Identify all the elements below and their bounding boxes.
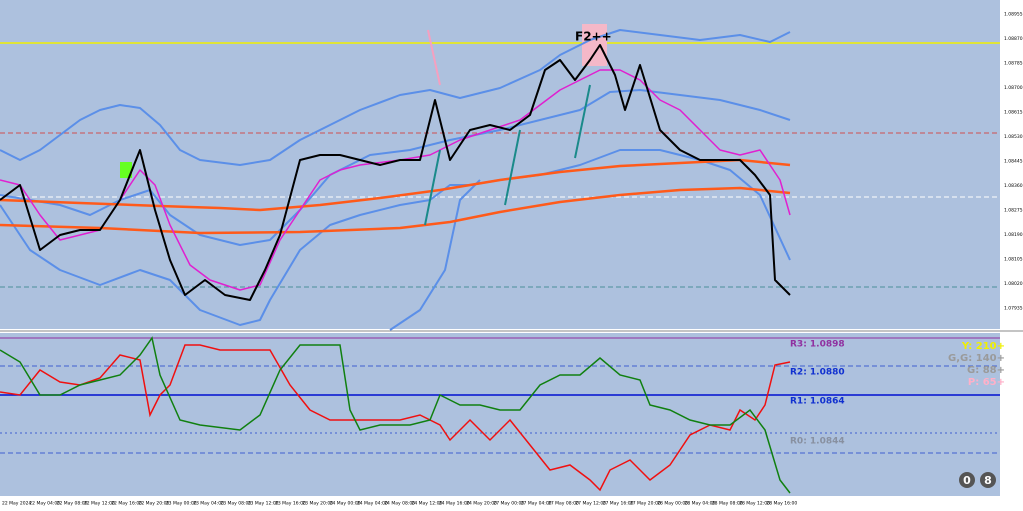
price-tick-label: 1.08360 xyxy=(1004,183,1023,189)
time-tick-label: 27 May 04:00 xyxy=(521,501,552,507)
time-tick-label: 24 May 12:00 xyxy=(412,501,443,507)
time-tick-label: 22 May 20:00 xyxy=(139,501,170,507)
time-tick-label: 27 May 20:00 xyxy=(630,501,661,507)
price-axis: 1.08955 1.08870 1.08785 1.08700 1.08615 1.085… xyxy=(1004,12,1023,312)
price-tick-label: 1.08700 xyxy=(1004,85,1023,91)
pivot-label: R0: 1.0844 xyxy=(790,437,845,447)
time-tick-label: 24 May 08:00 xyxy=(384,501,415,507)
time-tick-label: 24 May 00:00 xyxy=(330,501,361,507)
target-labels: Y: 210+ G,G: 140+ G: 88+ P: 65+ xyxy=(948,341,1005,388)
price-tick-label: 1.08785 xyxy=(1004,61,1023,67)
signal-box xyxy=(582,24,607,66)
pivot-labels: R3: 1.0898 R2: 1.0880 R1: 1.0864 R0: 1.0… xyxy=(790,340,845,447)
fast-ma xyxy=(0,69,791,291)
price-tick-label: 1.08615 xyxy=(1004,110,1023,116)
time-tick-label: 23 May 04:00 xyxy=(193,501,224,507)
signal-label: F2++ xyxy=(575,30,612,44)
time-tick-label: 23 May 00:00 xyxy=(166,501,197,507)
target-label: Y: 210+ xyxy=(961,341,1005,352)
price-tick-label: 1.08955 xyxy=(1004,12,1023,18)
time-tick-label: 23 May 12:00 xyxy=(248,501,279,507)
time-tick-label: 22 May 08:00 xyxy=(57,501,88,507)
price-tick-label: 1.08105 xyxy=(1004,257,1023,263)
green-oscillator xyxy=(0,336,791,494)
price-tick-label: 1.08020 xyxy=(1004,281,1023,287)
pivot-label: R3: 1.0898 xyxy=(790,340,845,350)
indicators xyxy=(0,29,791,331)
target-label: G,G: 140+ xyxy=(948,353,1005,364)
pivot-label: R2: 1.0880 xyxy=(790,368,845,378)
time-tick-label: 27 May 12:00 xyxy=(575,501,606,507)
price-tick-label: 1.08870 xyxy=(1004,36,1023,42)
trend-line xyxy=(504,129,521,206)
price-tick-label: 1.07935 xyxy=(1004,306,1023,312)
button-label[interactable]: 0 xyxy=(963,474,971,487)
lower-band xyxy=(0,149,791,326)
price-line xyxy=(0,44,791,301)
time-tick-label: 27 May 08:00 xyxy=(548,501,579,507)
time-tick-label: 28 May 04:00 xyxy=(685,501,716,507)
price-tick-label: 1.08445 xyxy=(1004,159,1023,165)
time-tick-label: 23 May 08:00 xyxy=(220,501,251,507)
time-tick-label: 22 May 12:00 xyxy=(84,501,115,507)
time-tick-label: 22 May 04:00 xyxy=(29,501,60,507)
red-oscillator xyxy=(0,344,791,492)
indicator-pane xyxy=(0,333,1000,496)
price-tick-label: 1.08190 xyxy=(1004,232,1023,238)
time-tick-label: 28 May 12:00 xyxy=(739,501,770,507)
mid-ma xyxy=(0,158,791,212)
button[interactable] xyxy=(959,472,975,488)
upper-band xyxy=(0,29,791,166)
time-tick-label: 22 May 2024 xyxy=(2,501,31,507)
slow-ma xyxy=(0,186,791,235)
button-label[interactable]: 8 xyxy=(984,474,992,487)
buttons: 0 8 xyxy=(959,472,996,488)
time-tick-label: 28 May 08:00 xyxy=(712,501,743,507)
middle-band xyxy=(0,89,791,246)
time-tick-label: 24 May 04:00 xyxy=(357,501,388,507)
pivot-label: R1: 1.0864 xyxy=(790,397,845,407)
target-label: G: 88+ xyxy=(967,365,1005,376)
price-tick-label: 1.08530 xyxy=(1004,134,1023,140)
target-label: P: 65+ xyxy=(968,377,1005,388)
button[interactable] xyxy=(980,472,996,488)
time-tick-label: 28 May 00:00 xyxy=(657,501,688,507)
time-tick-label: 23 May 16:00 xyxy=(275,501,306,507)
time-tick-label: 28 May 16:00 xyxy=(766,501,797,507)
time-tick-label: 23 May 20:00 xyxy=(302,501,333,507)
time-tick-label: 24 May 16:00 xyxy=(439,501,470,507)
trend-line xyxy=(427,29,441,86)
trend-line xyxy=(424,149,441,226)
trend-line xyxy=(574,84,591,159)
green-box xyxy=(120,162,132,178)
price-tick-label: 1.08275 xyxy=(1004,208,1023,214)
price-pane xyxy=(0,0,1000,329)
outer-band xyxy=(389,179,481,331)
time-tick-label: 27 May 00:00 xyxy=(493,501,524,507)
time-tick-label: 22 May 16:00 xyxy=(111,501,142,507)
time-tick-label: 24 May 20:00 xyxy=(466,501,497,507)
time-tick-label: 27 May 16:00 xyxy=(603,501,634,507)
